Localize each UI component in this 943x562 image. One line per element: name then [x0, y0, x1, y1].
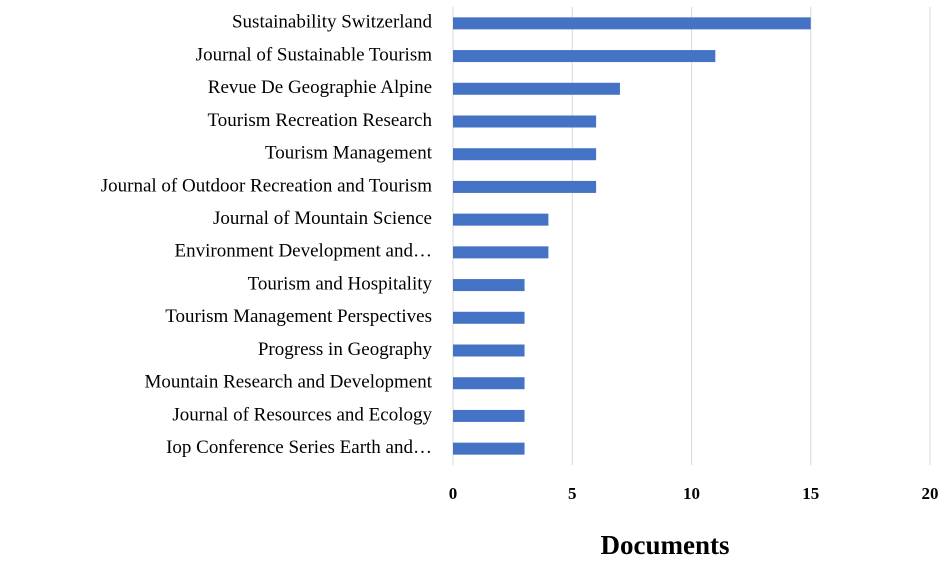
bar	[453, 50, 716, 63]
x-tick-label: 0	[449, 484, 458, 503]
bar	[453, 246, 549, 259]
bar	[453, 213, 549, 226]
y-tick-label: Tourism Management Perspectives	[165, 306, 432, 327]
x-tick-label: 15	[802, 484, 819, 503]
y-tick-label: Mountain Research and Development	[144, 372, 432, 393]
y-tick-label: Sustainability Switzerland	[232, 12, 433, 33]
y-tick-label: Iop Conference Series Earth and…	[166, 437, 432, 458]
y-tick-label: Tourism Management	[265, 143, 433, 164]
y-tick-label: Progress in Geography	[258, 339, 433, 360]
bar	[453, 442, 525, 455]
bar	[453, 180, 597, 193]
y-tick-label: Journal of Resources and Ecology	[172, 404, 432, 425]
bar	[453, 377, 525, 390]
bar	[453, 82, 620, 95]
y-tick-label: Tourism and Hospitality	[248, 273, 433, 294]
y-tick-label: Revue De Geographie Alpine	[208, 77, 432, 98]
y-tick-label: Journal of Sustainable Tourism	[196, 44, 433, 65]
y-tick-label: Journal of Outdoor Recreation and Touris…	[101, 175, 432, 196]
bar	[453, 311, 525, 324]
y-tick-label: Environment Development and…	[175, 241, 433, 262]
x-tick-label: 5	[568, 484, 577, 503]
bar	[453, 409, 525, 422]
y-tick-label: Tourism Recreation Research	[208, 110, 433, 131]
x-tick-label: 20	[922, 484, 939, 503]
y-tick-label: Journal of Mountain Science	[213, 208, 432, 229]
bar	[453, 344, 525, 357]
bar	[453, 17, 811, 30]
bar	[453, 148, 597, 161]
x-tick-label: 10	[683, 484, 700, 503]
bar	[453, 115, 597, 128]
x-axis-title: Documents	[601, 530, 730, 560]
bar	[453, 279, 525, 292]
